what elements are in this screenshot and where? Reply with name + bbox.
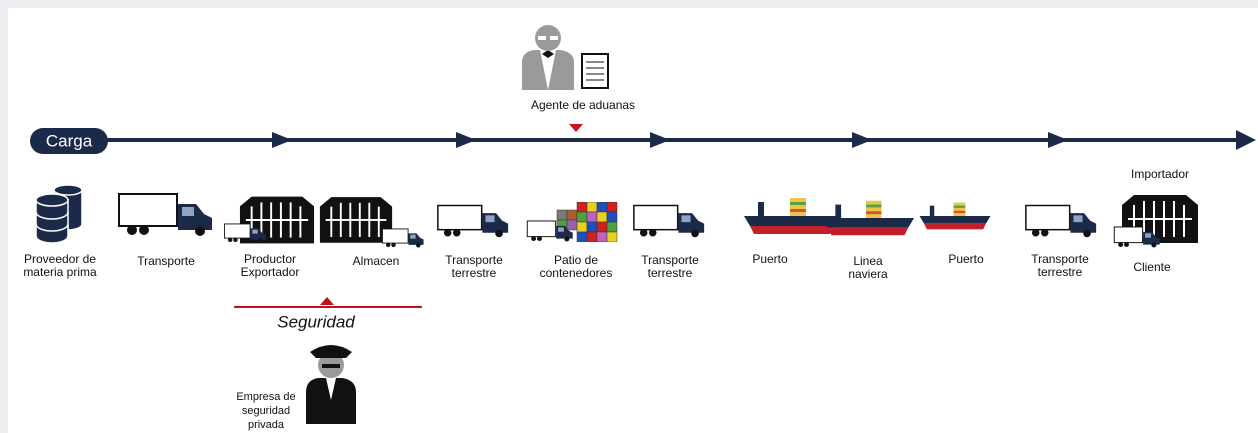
- stage-label: Transporte: [445, 253, 503, 267]
- diagram: Carga Agente de aduanas Importador Prove…: [0, 0, 1258, 433]
- security-provider-line: Empresa de: [236, 391, 295, 403]
- stage-label: Transporte: [641, 253, 699, 267]
- stage-label: Productor: [244, 252, 296, 266]
- stage-label: Cliente: [1133, 260, 1171, 274]
- stage-label: contenedores: [540, 266, 613, 280]
- stage-label: naviera: [848, 267, 888, 281]
- stage-label: Almacen: [353, 254, 400, 268]
- stage-label: Puerto: [948, 252, 984, 266]
- stage-label: Transporte: [137, 254, 195, 268]
- page: Carga Agente de aduanas Importador Prove…: [0, 0, 1258, 433]
- agent-label: Agente de aduanas: [531, 98, 635, 112]
- stage-label: materia prima: [23, 265, 97, 279]
- security-label: Seguridad: [277, 312, 355, 331]
- security-provider-line: privada: [248, 419, 285, 431]
- stage-label: Proveedor de: [24, 252, 96, 266]
- stage-label: terrestre: [648, 266, 693, 280]
- stage-label: Exportador: [241, 265, 300, 279]
- stage-label: Linea: [853, 254, 883, 268]
- warehouse-icon: [320, 197, 392, 243]
- stage-label: terrestre: [452, 266, 497, 280]
- security-provider-line: seguridad: [242, 405, 290, 417]
- stage-label: terrestre: [1038, 265, 1083, 279]
- stage-label: Transporte: [1031, 252, 1089, 266]
- timeline-label: Carga: [46, 131, 93, 150]
- stage-label: Patio de: [554, 253, 598, 267]
- stage-label: Puerto: [752, 252, 788, 266]
- importer-label: Importador: [1131, 167, 1189, 181]
